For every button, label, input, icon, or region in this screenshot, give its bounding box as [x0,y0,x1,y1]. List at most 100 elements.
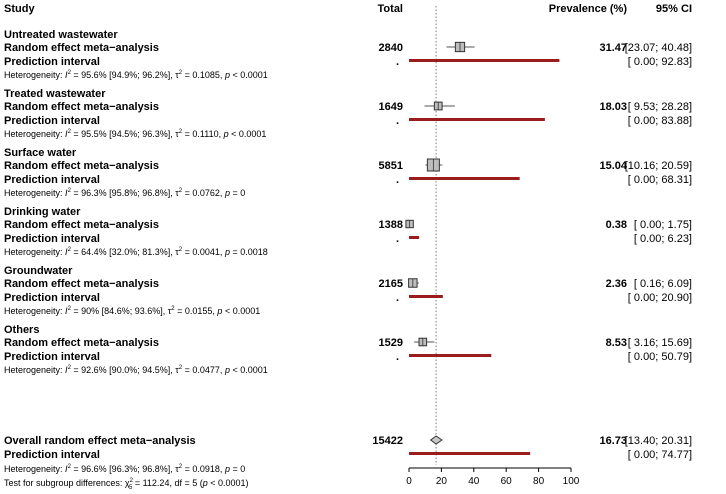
group-title: Untreated wastewater [4,29,118,41]
overall-diamond [429,435,443,445]
prediction-interval-bar [409,118,545,121]
group-title: Groundwater [4,265,73,277]
het-i2-sup: 2 [68,365,72,371]
pi-label: Prediction interval [4,115,100,127]
header-total: Total [378,3,403,15]
het-i2-value: = 95.6% [94.9%; 96.2%], [71,70,175,80]
pi-dot: . [396,115,399,127]
prevalence-value: 18.03 [599,101,627,113]
het-tau-value: = 0.0918, [182,464,225,474]
het-tau-sup: 2 [179,188,183,194]
het-prefix: Heterogeneity: [4,188,65,198]
het-tau-symbol: τ [175,247,179,257]
het-prefix: Heterogeneity: [4,306,65,316]
prevalence-value: 15.04 [599,160,627,172]
het-i2-symbol: I [65,70,68,80]
subgroup-chi-sub: 5 [129,485,133,491]
het-tau-value: = 0.1085, [182,70,225,80]
header-ci: 95% CI [656,3,692,15]
het-tau-sup: 2 [179,247,183,253]
het-tau-symbol: τ [175,129,179,139]
pi-dot: . [396,56,399,68]
het-p-value: = 0 [230,464,245,474]
total-value: 5851 [379,160,403,172]
prediction-interval-bar [409,177,520,180]
het-i2-sup: 2 [68,188,72,194]
het-i2-value: = 90% [84.6%; 93.6%], [71,306,168,316]
het-i2-symbol: I [65,188,68,198]
ci-value: [ 9.53; 28.28] [628,101,692,113]
het-i2-value: = 96.3% [95.8%; 96.8%], [71,188,175,198]
pi-label: Prediction interval [4,292,100,304]
total-value: 2165 [379,278,403,290]
total-value: 2840 [379,42,403,54]
het-p-value: < 0.0001 [230,70,268,80]
overall-pi-value: [ 0.00; 74.77] [628,449,692,461]
x-axis-tick-label: 80 [533,476,545,487]
prediction-interval-bar [409,59,560,62]
het-tau-sup: 2 [179,70,183,76]
pi-dot: . [396,351,399,363]
subgroup-prefix: Test for subgroup differences: [4,478,125,488]
heterogeneity-text: Heterogeneity: I2 = 96.6% [96.3%; 96.8%]… [4,464,245,474]
heterogeneity-text: Heterogeneity: I2 = 64.4% [32.0%; 81.3%]… [4,247,268,257]
het-tau-sup: 2 [179,365,183,371]
het-p-value: < 0.0001 [229,129,267,139]
subgroup-stat: = 112.24, df = 5 ( [132,478,202,488]
pi-label: Prediction interval [4,351,100,363]
subgroup-p-value: < 0.0001 [208,478,246,488]
het-tau-value: = 0.1110, [182,129,223,139]
het-p-value: < 0.0001 [230,365,268,375]
het-i2-sup: 2 [68,464,72,470]
group-title: Surface water [4,147,77,159]
prediction-interval-bar [409,354,492,357]
het-p-value: < 0.0001 [222,306,260,316]
het-i2-sup: 2 [68,129,72,135]
prevalence-value: 0.38 [606,219,627,231]
het-tau-symbol: τ [175,70,179,80]
overall-title: Overall random effect meta−analysis [4,435,196,447]
re-label: Random effect meta−analysis [4,337,159,349]
subgroup-suffix: ) [246,478,249,488]
pi-label: Prediction interval [4,233,100,245]
re-label: Random effect meta−analysis [4,219,159,231]
overall-prediction-interval-bar [409,452,531,455]
het-p-symbol: p [224,247,230,257]
het-prefix: Heterogeneity: [4,365,65,375]
het-p-symbol: p [224,464,230,474]
group-title: Treated wastewater [4,88,106,100]
overall-pi-label: Prediction interval [4,449,100,461]
het-prefix: Heterogeneity: [4,464,65,474]
ci-value: [10.16; 20.59] [625,160,692,172]
header-study: Study [4,3,35,15]
pi-label: Prediction interval [4,174,100,186]
heterogeneity-text: Heterogeneity: I2 = 90% [84.6%; 93.6%], … [4,306,260,316]
het-i2-value: = 64.4% [32.0%; 81.3%], [71,247,175,257]
het-i2-sup: 2 [68,70,72,76]
het-prefix: Heterogeneity: [4,70,65,80]
het-prefix: Heterogeneity: [4,129,65,139]
group-title: Others [4,324,39,336]
het-p-symbol: p [216,306,222,316]
subgroup-test-text: Test for subgroup differences: χ2 5 = 112… [4,478,249,491]
prediction-interval-bar [409,236,420,239]
heterogeneity-text: Heterogeneity: I2 = 92.6% [90.0%; 94.5%]… [4,365,268,375]
het-p-value: = 0.0018 [230,247,268,257]
pi-dot: . [396,174,399,186]
heterogeneity-text: Heterogeneity: I2 = 95.5% [94.5%; 96.3%]… [4,129,266,139]
het-p-symbol: p [224,70,230,80]
overall-total: 15422 [372,435,403,447]
het-i2-symbol: I [65,464,68,474]
subgroup-chi-sup: 2 [130,478,134,484]
het-i2-symbol: I [65,365,68,375]
re-label: Random effect meta−analysis [4,101,159,113]
het-tau-symbol: τ [175,188,179,198]
total-value: 1649 [379,101,403,113]
het-i2-sup: 2 [68,306,72,312]
het-prefix: Heterogeneity: [4,247,65,257]
overall-prevalence: 16.73 [599,435,627,447]
het-i2-value: = 96.6% [96.3%; 96.8%], [71,464,175,474]
overall-ci: [13.40; 20.31] [625,435,692,447]
het-tau-symbol: τ [175,365,179,375]
het-i2-symbol: I [65,129,68,139]
